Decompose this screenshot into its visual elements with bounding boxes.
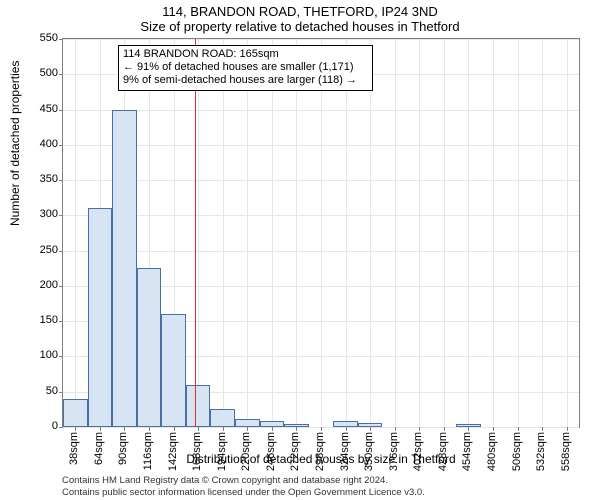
histogram-bar: [63, 399, 88, 427]
tick-x: [542, 427, 543, 431]
histogram-bar: [284, 424, 309, 427]
y-tick-label: 550: [18, 32, 58, 44]
gridline-v: [567, 39, 568, 427]
tick-x: [321, 427, 322, 431]
chart-title-address: 114, BRANDON ROAD, THETFORD, IP24 3ND: [0, 4, 600, 19]
tick-x: [198, 427, 199, 431]
gridline-v: [272, 39, 273, 427]
chart-container: 114, BRANDON ROAD, THETFORD, IP24 3ND Si…: [0, 0, 600, 500]
y-tick-label: 0: [18, 420, 58, 432]
gridline-v: [419, 39, 420, 427]
tick-x: [223, 427, 224, 431]
tick-y: [59, 392, 63, 393]
tick-y: [59, 39, 63, 40]
histogram-bar: [186, 385, 211, 427]
chart-title-sub: Size of property relative to detached ho…: [0, 19, 600, 34]
histogram-bar: [358, 423, 383, 427]
gridline-v: [444, 39, 445, 427]
gridline-v: [75, 39, 76, 427]
gridline-v: [321, 39, 322, 427]
tick-y: [59, 74, 63, 75]
gridline-v: [493, 39, 494, 427]
tick-x: [149, 427, 150, 431]
tick-y: [59, 321, 63, 322]
y-tick-label: 200: [18, 279, 58, 291]
gridline-v: [518, 39, 519, 427]
gridline-v: [468, 39, 469, 427]
x-axis-label: Distribution of detached houses by size …: [62, 452, 580, 466]
y-tick-label: 300: [18, 208, 58, 220]
annotation-line: 9% of semi-detached houses are larger (1…: [123, 74, 368, 87]
y-tick-label: 50: [18, 385, 58, 397]
gridline-v: [542, 39, 543, 427]
tick-y: [59, 145, 63, 146]
gridline-v: [296, 39, 297, 427]
y-tick-label: 150: [18, 314, 58, 326]
histogram-bar: [210, 409, 235, 427]
tick-x: [296, 427, 297, 431]
histogram-bar: [88, 208, 113, 427]
gridline-v: [395, 39, 396, 427]
tick-y: [59, 251, 63, 252]
histogram-bar: [161, 314, 186, 427]
tick-x: [419, 427, 420, 431]
tick-x: [272, 427, 273, 431]
tick-x: [395, 427, 396, 431]
tick-x: [174, 427, 175, 431]
tick-x: [370, 427, 371, 431]
tick-x: [346, 427, 347, 431]
histogram-bar: [333, 421, 358, 427]
histogram-bar: [260, 421, 285, 427]
y-tick-label: 350: [18, 173, 58, 185]
tick-x: [100, 427, 101, 431]
tick-x: [247, 427, 248, 431]
footer-line-2: Contains public sector information licen…: [62, 487, 590, 498]
annotation-box: 114 BRANDON ROAD: 165sqm← 91% of detache…: [118, 45, 373, 91]
tick-y: [59, 356, 63, 357]
y-tick-label: 100: [18, 349, 58, 361]
y-tick-label: 450: [18, 103, 58, 115]
reference-line: [195, 39, 197, 427]
footer-attribution: Contains HM Land Registry data © Crown c…: [62, 475, 590, 498]
histogram-bar: [235, 419, 260, 427]
tick-x: [518, 427, 519, 431]
tick-x: [75, 427, 76, 431]
annotation-line: ← 91% of detached houses are smaller (1,…: [123, 61, 368, 74]
plot-area: 114 BRANDON ROAD: 165sqm← 91% of detache…: [62, 38, 580, 428]
y-tick-label: 500: [18, 67, 58, 79]
histogram-bar: [137, 268, 162, 427]
footer-line-1: Contains HM Land Registry data © Crown c…: [62, 475, 590, 486]
gridline-v: [346, 39, 347, 427]
y-tick-label: 250: [18, 244, 58, 256]
gridline-v: [223, 39, 224, 427]
y-tick-label: 400: [18, 138, 58, 150]
histogram-bar: [112, 110, 137, 427]
tick-y: [59, 286, 63, 287]
tick-x: [124, 427, 125, 431]
tick-x: [468, 427, 469, 431]
tick-y: [59, 180, 63, 181]
tick-y: [59, 427, 63, 428]
annotation-line: 114 BRANDON ROAD: 165sqm: [123, 48, 368, 61]
tick-x: [567, 427, 568, 431]
tick-x: [493, 427, 494, 431]
gridline-v: [198, 39, 199, 427]
gridline-v: [247, 39, 248, 427]
tick-x: [444, 427, 445, 431]
tick-y: [59, 110, 63, 111]
histogram-bar: [456, 424, 481, 427]
tick-y: [59, 215, 63, 216]
gridline-v: [370, 39, 371, 427]
